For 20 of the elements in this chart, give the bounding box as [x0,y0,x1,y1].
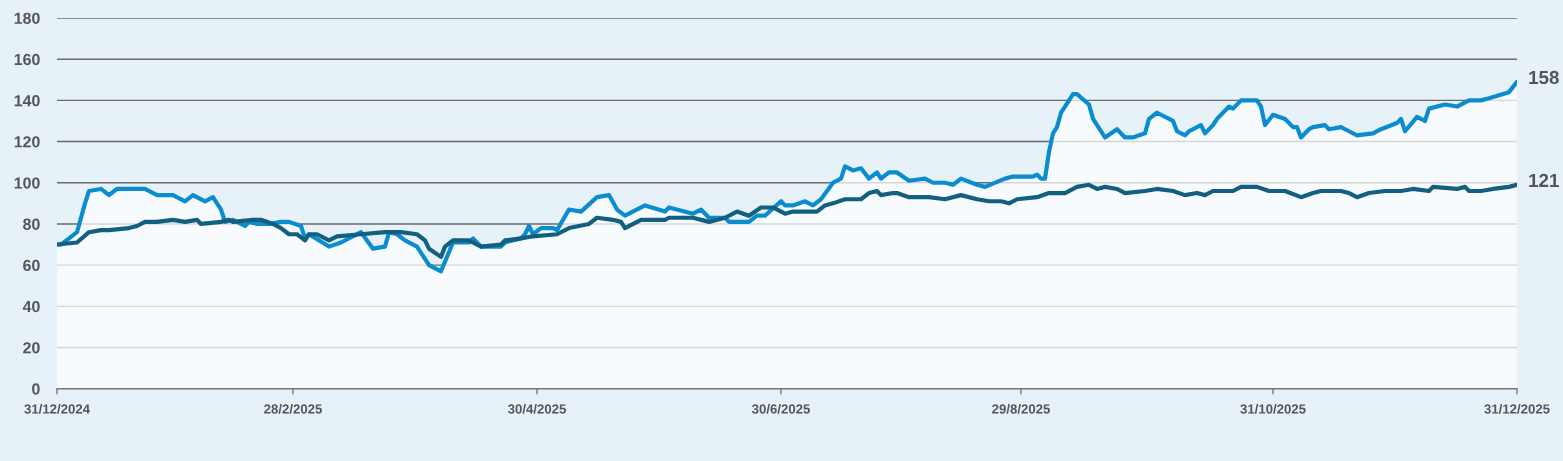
y-tick-label: 140 [14,95,40,107]
y-tick-label: 100 [14,177,40,189]
x-tick-label: 30/6/2025 [751,403,810,414]
x-tick-label: 30/4/2025 [507,403,566,414]
y-tick-label: 80 [23,218,40,230]
x-tick-label: 31/12/2025 [1484,403,1550,414]
y-tick-label: 120 [14,136,40,148]
y-tick-label: 20 [23,342,40,354]
y-tick-label: 40 [22,300,40,313]
annotation: 121 [1529,173,1559,187]
x-tick-label: 28/2/2025 [264,403,322,414]
y-tick-label: 180 [14,12,40,24]
annotation: 158 [1529,70,1559,85]
y-tick-label: 160 [14,53,40,66]
x-tick-label: 31/10/2025 [1240,403,1306,414]
x-tick-label: 31/12/2024 [24,403,90,414]
x-tick-label: 29/8/2025 [992,403,1050,414]
y-tick-label: 0 [32,383,40,395]
y-tick-label: 60 [23,259,40,272]
line-series [57,182,1517,259]
